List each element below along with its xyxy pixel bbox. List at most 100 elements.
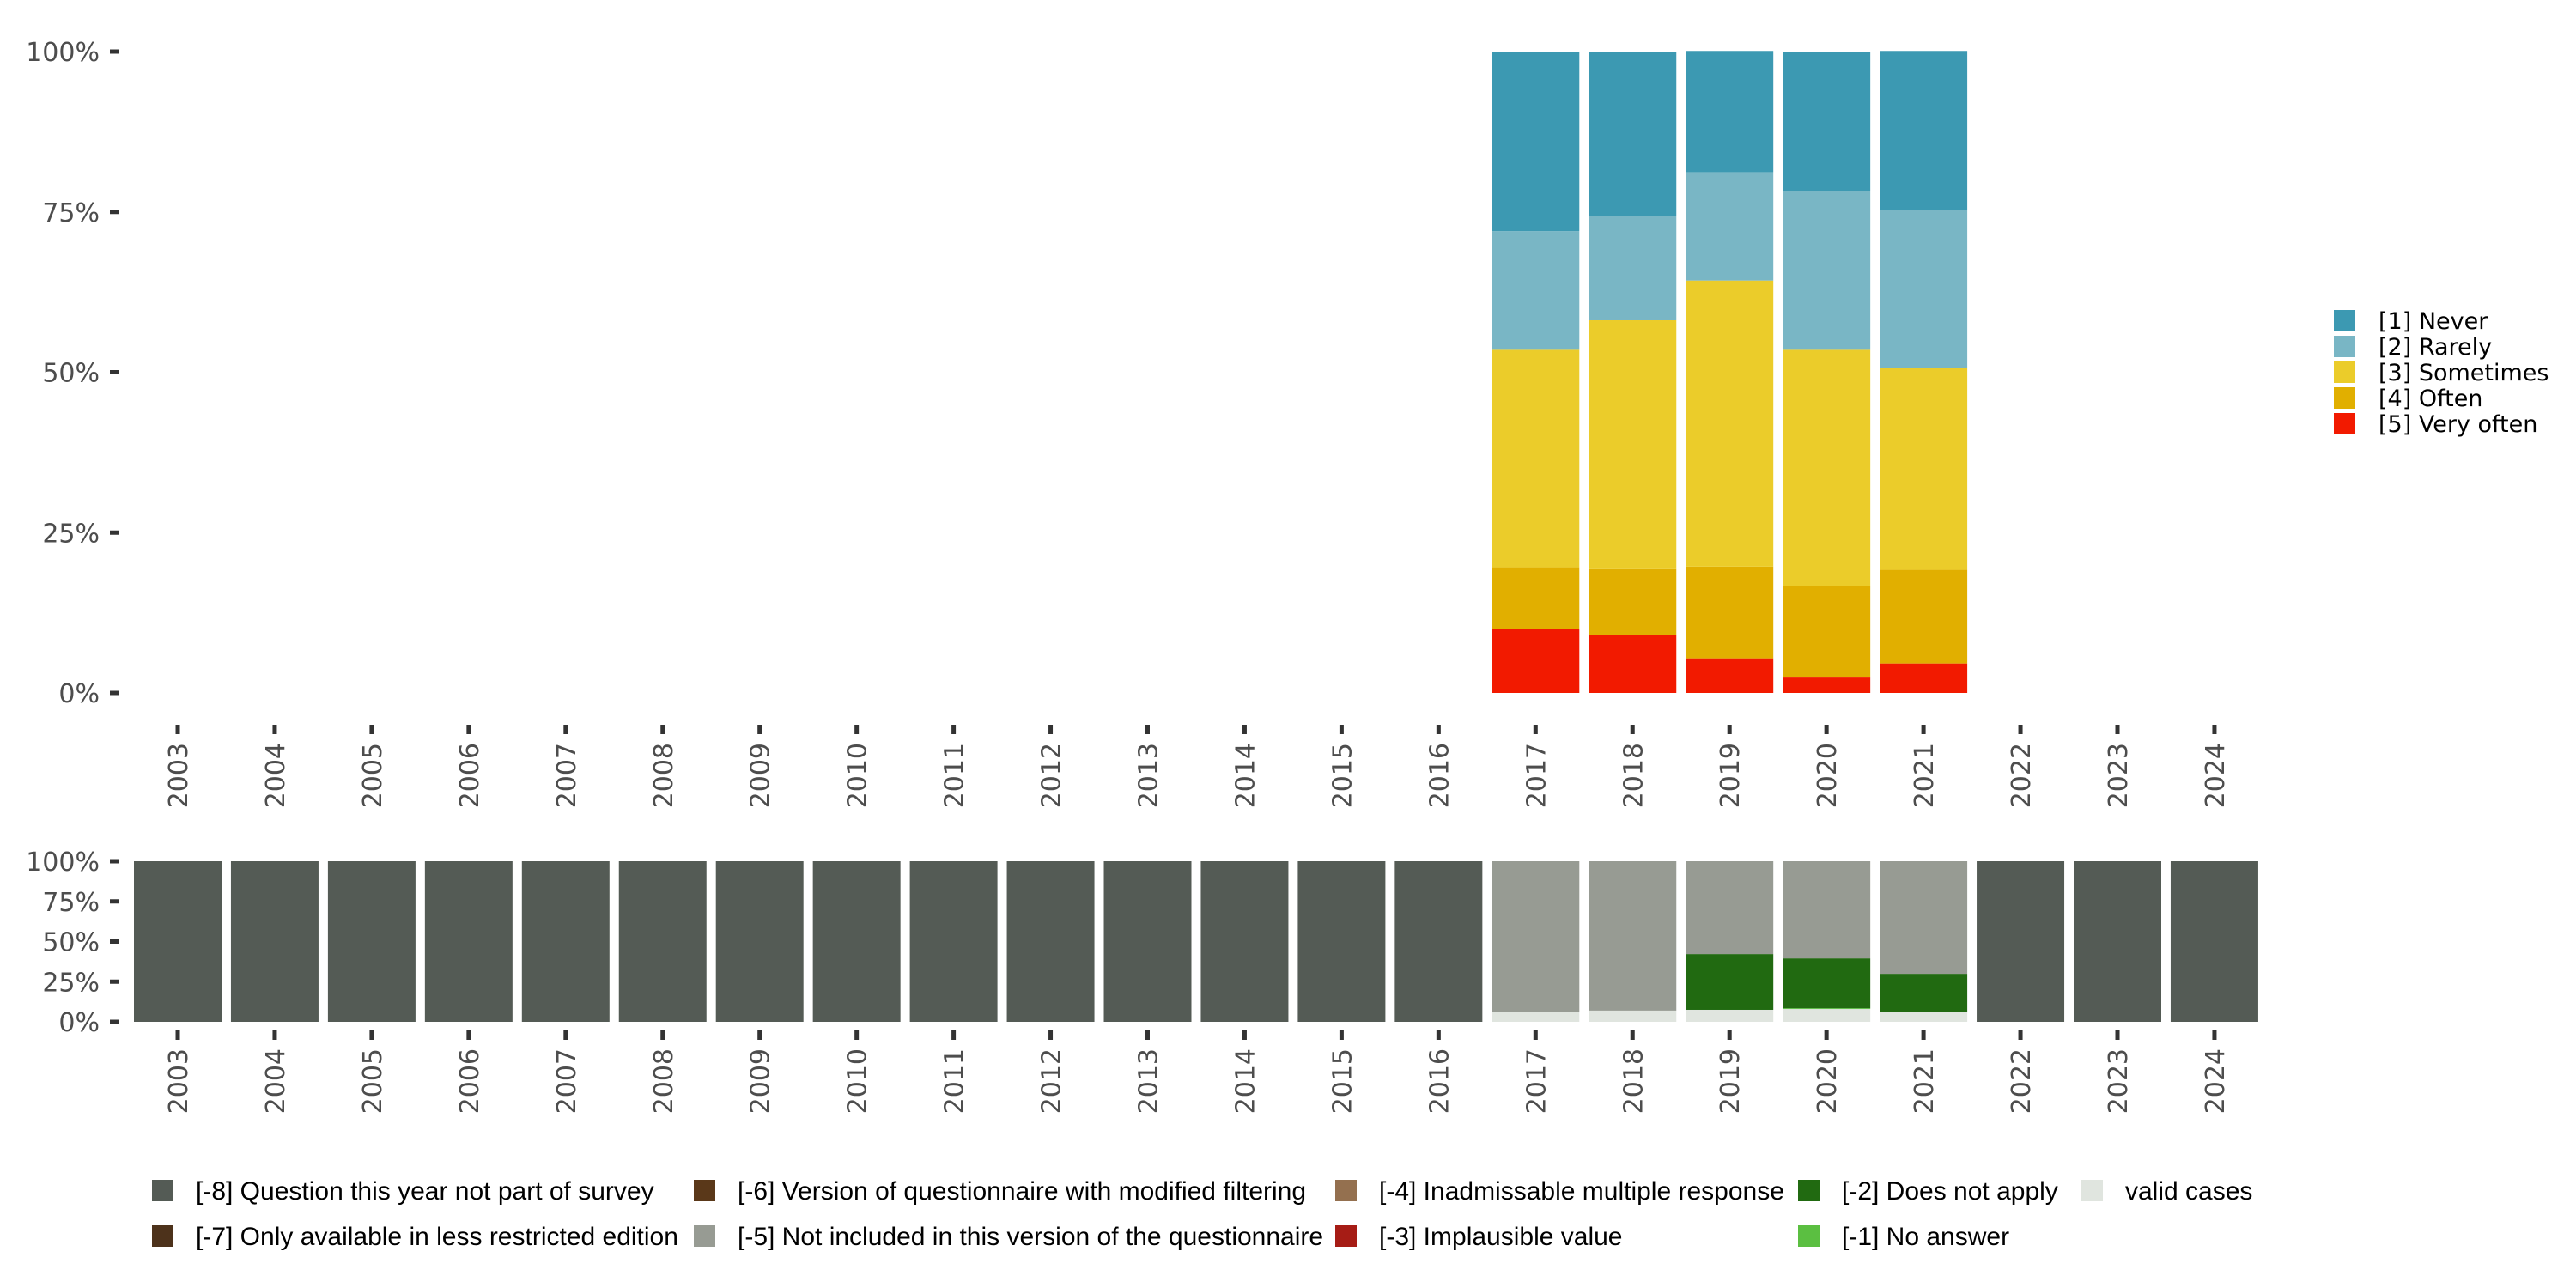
legend-swatch xyxy=(152,1180,173,1201)
top-x-tick-label: 2006 xyxy=(455,743,485,808)
top-bar-2018-2-rarely xyxy=(1589,216,1677,320)
legend-swatch xyxy=(1798,1225,1820,1247)
bottom-x-axis: 2003 2004 2005 2006 2007 2008 2009 2010 2011 2012… xyxy=(164,1030,2231,1114)
bottom-bar-2022-8-question-this-year-not-part-of-survey xyxy=(1977,861,2065,1022)
top-chart-panel: 0% 25% 50% 75% 100% 2003 2004 2005 2006 2007 2008… xyxy=(26,38,2231,808)
top-x-tick-label: 2022 xyxy=(2007,743,2037,808)
top-x-tick-label: 2015 xyxy=(1327,743,1358,808)
bottom-x-tick-label: 2012 xyxy=(1037,1048,1067,1114)
legend-label: [-7] Only available in less restricted e… xyxy=(196,1223,678,1251)
legend-swatch xyxy=(2334,361,2355,383)
bottom-x-tick-label: 2008 xyxy=(649,1048,679,1114)
legend-swatch xyxy=(2334,310,2355,331)
legend-item-4-inadmissable-multiple-response: [-4] Inadmissable multiple response xyxy=(1335,1177,1784,1206)
bottom-x-tick-label: 2011 xyxy=(940,1048,970,1114)
legend-swatch xyxy=(2334,413,2355,434)
bottom-x-tick-label: 2024 xyxy=(2201,1048,2231,1114)
top-bar-2020-1-never xyxy=(1783,52,1871,191)
bottom-x-tick-label: 2010 xyxy=(843,1048,873,1114)
top-bar-2017-3-sometimes xyxy=(1492,349,1580,568)
top-bar-2018-5-very-often xyxy=(1589,635,1677,693)
legend-item-1-no-answer: [-1] No answer xyxy=(1798,1223,2009,1251)
legend-swatch xyxy=(1335,1180,1357,1201)
bottom-bar-2008-8-question-this-year-not-part-of-survey xyxy=(618,861,707,1022)
bottom-bars xyxy=(134,861,2258,1022)
legend-item-6-version-of-questionnaire-with-modified-filtering: [-6] Version of questionnaire with modif… xyxy=(694,1177,1306,1206)
bottom-x-tick-label: 2020 xyxy=(1813,1048,1843,1114)
top-x-tick-label: 2020 xyxy=(1813,743,1843,808)
bottom-bar-2005-8-question-this-year-not-part-of-survey xyxy=(327,861,416,1022)
legend-item-7-only-available-in-less-restricted-edition: [-7] Only available in less restricted e… xyxy=(152,1223,678,1251)
bottom-bar-2014-8-question-this-year-not-part-of-survey xyxy=(1200,861,1289,1022)
bottom-bar-2012-8-question-this-year-not-part-of-survey xyxy=(1006,861,1095,1022)
bottom-y-tick-label: 50% xyxy=(42,928,100,958)
top-x-tick-label: 2010 xyxy=(843,743,873,808)
legend-label: [-5] Not included in this version of the… xyxy=(738,1223,1323,1251)
legend-label: [3] Sometimes xyxy=(2379,360,2549,386)
legend-label: [2] Rarely xyxy=(2379,334,2492,361)
bottom-bar-2021-5-not-included-in-this-version-of-the-questionnaire xyxy=(1880,861,1968,975)
bottom-bar-2018-valid-cases xyxy=(1589,1010,1677,1022)
bottom-bar-2013-8-question-this-year-not-part-of-survey xyxy=(1103,861,1192,1022)
top-bar-2018-4-often xyxy=(1589,568,1677,635)
legend-label: [4] Often xyxy=(2379,386,2482,412)
bottom-x-tick-label: 2017 xyxy=(1522,1048,1552,1114)
bottom-y-tick-label: 100% xyxy=(26,848,100,878)
legend-label: valid cases xyxy=(2125,1177,2252,1206)
bottom-x-tick-label: 2016 xyxy=(1425,1048,1455,1114)
legend-label: [-4] Inadmissable multiple response xyxy=(1379,1177,1784,1206)
legend-item-3-implausible-value: [-3] Implausible value xyxy=(1335,1223,1622,1251)
top-x-tick-label: 2023 xyxy=(2104,743,2134,808)
legend-item-5-very-often: [5] Very often xyxy=(2334,411,2537,438)
top-y-tick-label: 50% xyxy=(42,359,100,389)
top-y-tick-label: 75% xyxy=(42,198,100,228)
top-x-tick-label: 2024 xyxy=(2201,743,2231,808)
bottom-bar-2015-8-question-this-year-not-part-of-survey xyxy=(1297,861,1386,1022)
legend-label: [-2] Does not apply xyxy=(1842,1177,2058,1206)
bottom-x-tick-label: 2013 xyxy=(1134,1048,1164,1114)
top-bar-2017-4-often xyxy=(1492,567,1580,629)
bottom-bar-2021-valid-cases xyxy=(1880,1012,1968,1022)
top-bar-2021-4-often xyxy=(1880,569,1968,664)
top-y-tick-label: 0% xyxy=(58,679,100,709)
bottom-x-tick-label: 2009 xyxy=(746,1048,776,1114)
top-x-tick-label: 2005 xyxy=(358,743,388,808)
bottom-bar-2017-valid-cases xyxy=(1492,1012,1580,1022)
legend-label: [-8] Question this year not part of surv… xyxy=(196,1177,654,1206)
top-bar-2019-3-sometimes xyxy=(1686,280,1774,567)
bottom-bar-2019-5-not-included-in-this-version-of-the-questionnaire xyxy=(1686,861,1774,955)
bottom-bar-2007-8-question-this-year-not-part-of-survey xyxy=(521,861,610,1022)
legend-swatch xyxy=(2081,1180,2103,1201)
top-x-tick-label: 2021 xyxy=(1910,743,1940,808)
bottom-x-tick-label: 2022 xyxy=(2007,1048,2037,1114)
top-bar-2020-3-sometimes xyxy=(1783,349,1871,586)
bottom-bar-2020-2-does-not-apply xyxy=(1783,958,1871,1009)
top-x-tick-label: 2003 xyxy=(164,743,194,808)
top-bar-2018-1-never xyxy=(1589,52,1677,216)
top-x-axis: 2003 2004 2005 2006 2007 2008 2009 2010 2011 2012… xyxy=(164,725,2231,808)
bottom-legend: [-8] Question this year not part of surv… xyxy=(152,1177,2252,1251)
top-x-tick-label: 2019 xyxy=(1716,743,1746,808)
bottom-bar-2010-8-question-this-year-not-part-of-survey xyxy=(812,861,901,1022)
top-x-tick-label: 2012 xyxy=(1037,743,1067,808)
top-bar-2020-5-very-often xyxy=(1783,677,1871,693)
bottom-x-tick-label: 2005 xyxy=(358,1048,388,1114)
bottom-x-tick-label: 2003 xyxy=(164,1048,194,1114)
top-legend: [1] Never[2] Rarely[3] Sometimes[4] Ofte… xyxy=(2334,308,2549,438)
legend-swatch xyxy=(694,1225,715,1247)
bottom-x-tick-label: 2019 xyxy=(1716,1048,1746,1114)
top-x-tick-label: 2018 xyxy=(1619,743,1649,808)
top-bar-2021-5-very-often xyxy=(1880,663,1968,693)
legend-swatch xyxy=(694,1180,715,1201)
top-x-tick-label: 2007 xyxy=(552,743,582,808)
legend-item-8-question-this-year-not-part-of-survey: [-8] Question this year not part of surv… xyxy=(152,1177,654,1206)
top-x-tick-label: 2004 xyxy=(261,743,291,808)
bottom-bar-2009-8-question-this-year-not-part-of-survey xyxy=(715,861,804,1022)
bottom-y-axis: 0% 25% 50% 75% 100% xyxy=(26,848,119,1038)
bottom-bar-2006-8-question-this-year-not-part-of-survey xyxy=(424,861,513,1022)
bottom-y-tick-label: 75% xyxy=(42,888,100,918)
legend-item-valid-cases: valid cases xyxy=(2081,1177,2252,1206)
legend-swatch xyxy=(1798,1180,1820,1201)
top-x-tick-label: 2013 xyxy=(1134,743,1164,808)
